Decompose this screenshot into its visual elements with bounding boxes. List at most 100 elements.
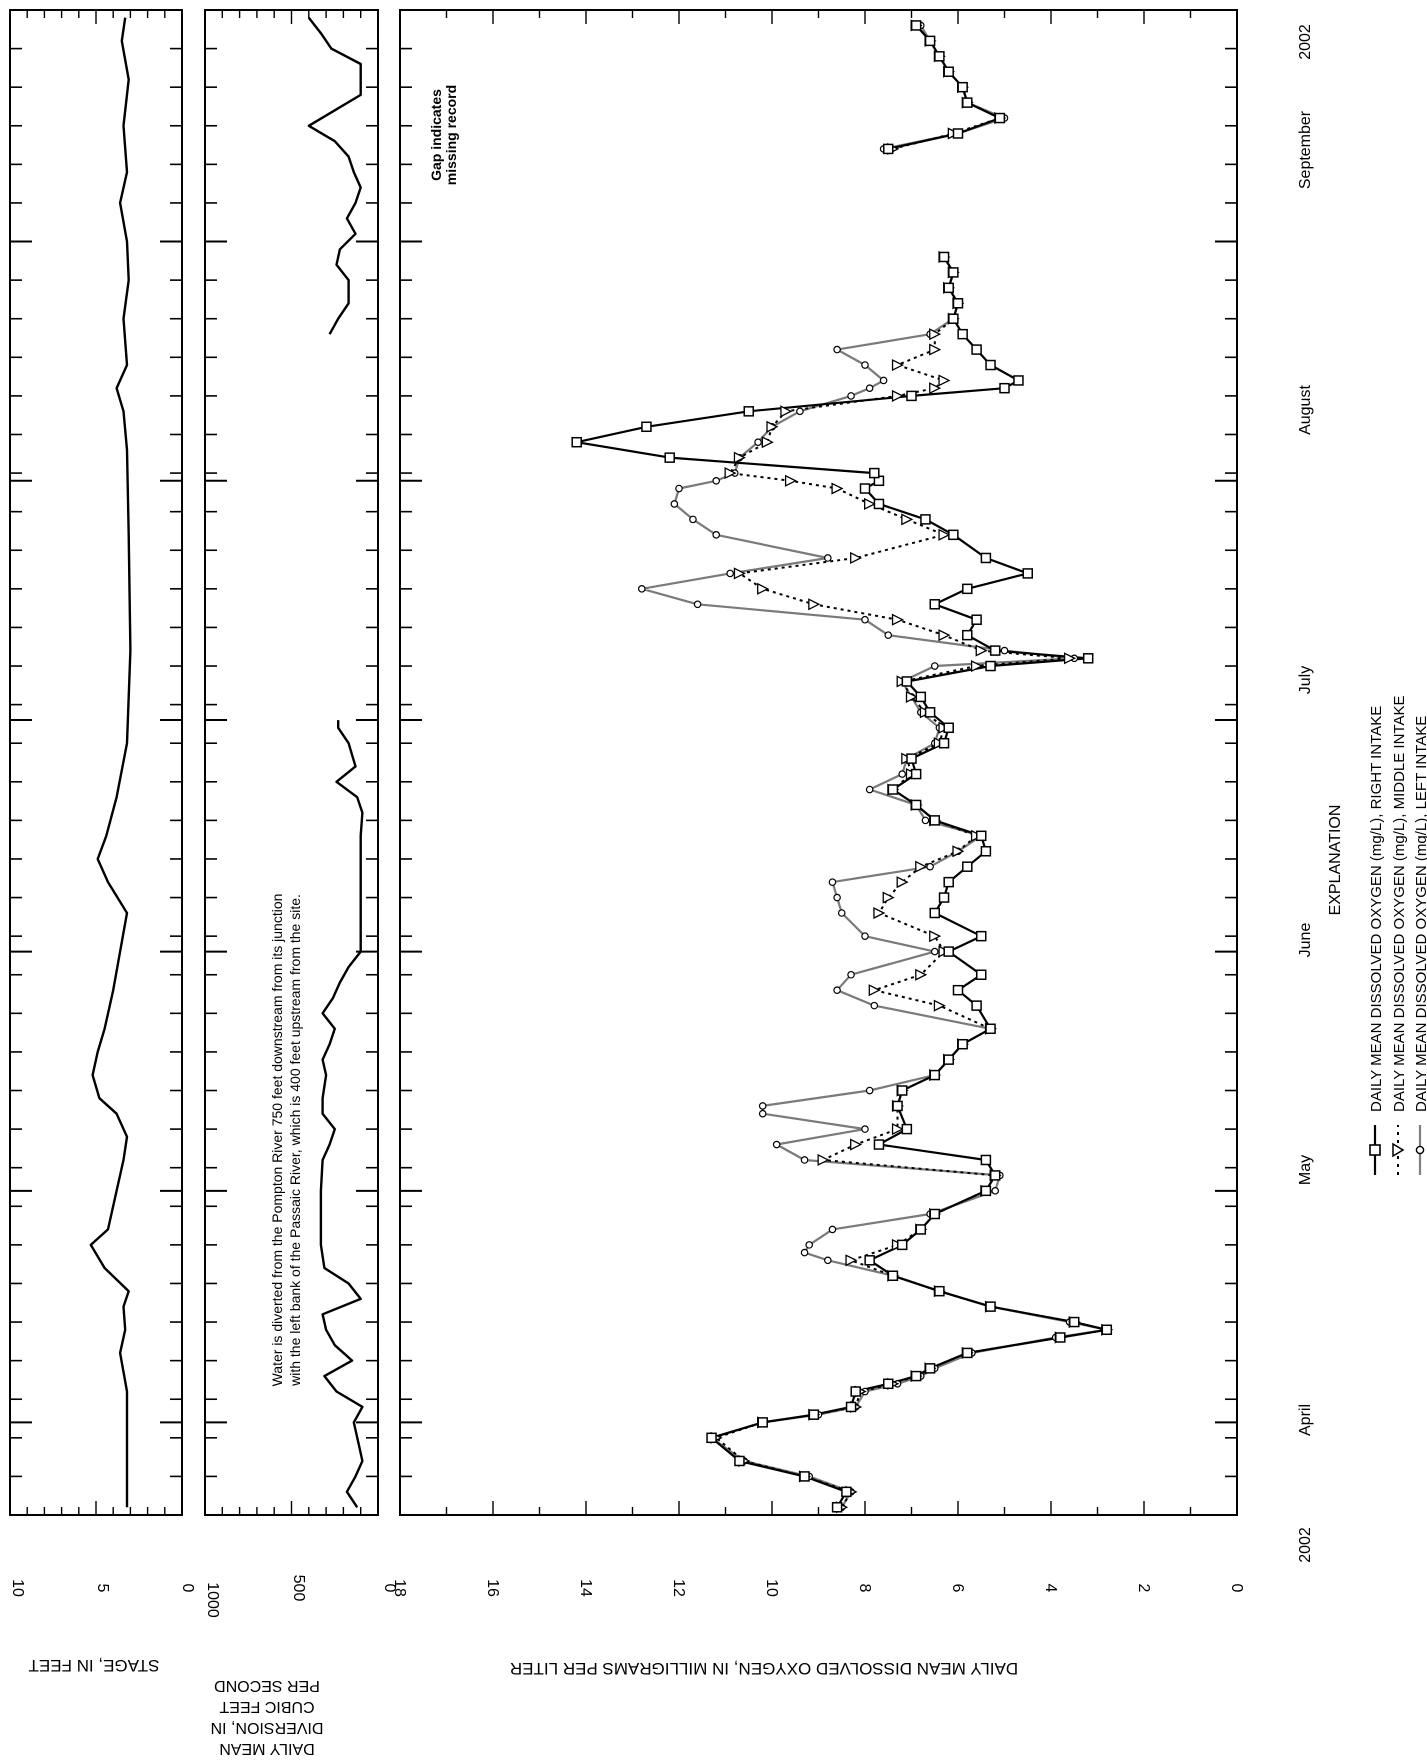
oxygen-point-middle-intake — [882, 891, 895, 904]
diversion-axis-title-line-1: DAILY MEAN — [219, 1740, 314, 1757]
oxygen-point-right-intake — [985, 1301, 996, 1312]
oxygen-point-left-intake — [796, 407, 804, 416]
oxygen-point-right-intake — [980, 846, 992, 857]
year-label-start: 2002 — [1297, 1527, 1314, 1563]
oxygen-point-right-intake — [952, 128, 964, 139]
oxygen-point-left-intake — [712, 531, 721, 539]
oxygen-point-right-intake — [938, 737, 950, 749]
oxygen-point-right-intake — [985, 660, 996, 672]
legend-swatch-left-intake — [1415, 1125, 1425, 1175]
oxygen-point-left-intake — [847, 970, 855, 979]
oxygen-point-right-intake — [924, 707, 936, 718]
oxygen-point-right-intake — [883, 1378, 894, 1390]
oxygen-point-right-intake — [938, 251, 950, 263]
oxygen-point-right-intake — [883, 143, 894, 155]
stage-series-line-0 — [89, 17, 132, 1508]
oxygen-point-left-intake — [805, 1241, 814, 1249]
diversion-tick-label-1000: 1000 — [204, 1582, 221, 1618]
oxygen-point-right-intake — [962, 861, 973, 872]
oxygen-point-middle-intake — [905, 690, 918, 703]
oxygen-point-right-intake — [957, 328, 968, 340]
oxygen-tick-label-0: 0 — [1228, 1584, 1245, 1593]
legend: EXPLANATION DAILY MEAN DISSOLVED OXYGEN … — [1327, 696, 1427, 1175]
month-label-september: September — [1297, 110, 1314, 189]
oxygen-point-left-intake — [712, 476, 721, 485]
oxygen-line-right-intake-segment-1 — [888, 24, 1001, 150]
oxygen-line-left-intake-segment-1 — [883, 24, 1006, 150]
oxygen-point-right-intake — [943, 282, 954, 294]
oxygen-point-right-intake — [1069, 1316, 1080, 1328]
oxygen-tick-label-8: 8 — [856, 1584, 873, 1593]
oxygen-point-middle-intake — [896, 876, 909, 889]
diversion-note-line-2: with the left bank of the Passaic River,… — [287, 894, 303, 1387]
oxygen-point-right-intake — [952, 298, 964, 309]
oxygen-point-right-intake — [901, 1123, 913, 1135]
oxygen-point-left-intake — [926, 862, 934, 871]
oxygen-point-middle-intake — [850, 1138, 863, 1151]
oxygen-point-left-intake — [670, 500, 679, 508]
oxygen-point-right-intake — [1013, 375, 1024, 386]
oxygen-point-right-intake — [910, 1370, 922, 1382]
oxygen-point-right-intake — [743, 406, 754, 417]
oxygen-point-right-intake — [938, 892, 950, 903]
oxygen-point-right-intake — [915, 691, 927, 703]
oxygen-point-left-intake — [726, 569, 734, 578]
oxygen-point-right-intake — [929, 599, 940, 610]
oxygen-point-right-intake — [845, 1401, 857, 1413]
stage-tick-label-0: 0 — [179, 1584, 196, 1593]
oxygen-point-right-intake — [952, 984, 964, 996]
oxygen-point-right-intake — [989, 1170, 1001, 1181]
oxygen-point-left-intake — [637, 585, 646, 593]
oxygen-point-right-intake — [892, 1100, 903, 1112]
oxygen-point-middle-intake — [933, 999, 946, 1012]
oxygen-point-right-intake — [999, 382, 1010, 394]
oxygen-point-right-intake — [1101, 1324, 1113, 1336]
oxygen-point-middle-intake — [868, 984, 881, 997]
oxygen-point-right-intake — [994, 112, 1006, 124]
oxygen-line-middle-intake-segment-1 — [892, 24, 1001, 150]
oxygen-point-right-intake — [929, 907, 940, 919]
oxygen-point-middle-intake — [938, 629, 951, 642]
date-axis: 2002 2002 April May June July August Sep… — [1297, 24, 1314, 1563]
oxygen-point-right-intake — [887, 1270, 899, 1281]
oxygen-point-left-intake — [828, 878, 837, 886]
legend-swatch-middle-intake — [1392, 1125, 1405, 1175]
oxygen-point-right-intake — [962, 583, 973, 595]
oxygen-panel-frame — [399, 9, 1238, 1516]
diversion-series-line-1 — [307, 16, 362, 335]
oxygen-point-right-intake — [957, 1038, 968, 1050]
diversion-axis-title-line-2: DIVERSION, IN — [211, 1719, 324, 1736]
oxygen-point-middle-intake — [850, 551, 863, 565]
oxygen-point-right-intake — [850, 1386, 861, 1397]
oxygen-point-left-intake — [833, 893, 841, 902]
oxygen-point-middle-intake — [975, 644, 988, 657]
oxygen-point-right-intake — [962, 629, 973, 641]
oxygen-point-middle-intake — [724, 467, 737, 480]
marker-layer — [571, 19, 1114, 1514]
oxygen-point-right-intake — [896, 1085, 908, 1096]
oxygen-point-middle-intake — [864, 497, 877, 511]
oxygen-tick-label-18: 18 — [391, 1579, 408, 1597]
stage-panel-frame — [9, 9, 183, 1516]
oxygen-point-left-intake — [847, 392, 855, 400]
oxygen-point-right-intake — [976, 930, 987, 942]
oxygen-point-right-intake — [948, 313, 959, 324]
oxygen-point-right-intake — [859, 483, 871, 494]
oxygen-point-right-intake — [962, 1347, 973, 1359]
oxygen-point-middle-intake — [929, 382, 942, 395]
oxygen-point-right-intake — [664, 452, 675, 463]
legend-label-middle-intake: DAILY MEAN DISSOLVED OXYGEN (mg/L), MIDD… — [1391, 696, 1408, 1112]
oxygen-point-right-intake — [929, 1208, 940, 1220]
oxygen-point-right-intake — [924, 1363, 936, 1374]
oxygen-point-middle-intake — [938, 528, 951, 541]
oxygen-point-right-intake — [989, 645, 1001, 656]
oxygen-point-right-intake — [1022, 568, 1033, 579]
oxygen-point-right-intake — [957, 81, 968, 93]
oxygen-point-left-intake — [861, 361, 869, 369]
oxygen-point-left-intake — [833, 345, 841, 354]
oxygen-point-left-intake — [754, 438, 762, 447]
oxygen-point-right-intake — [985, 359, 996, 371]
oxygen-point-left-intake — [800, 1248, 809, 1257]
oxygen-point-right-intake — [924, 35, 936, 47]
oxygen-point-right-intake — [985, 1023, 996, 1035]
